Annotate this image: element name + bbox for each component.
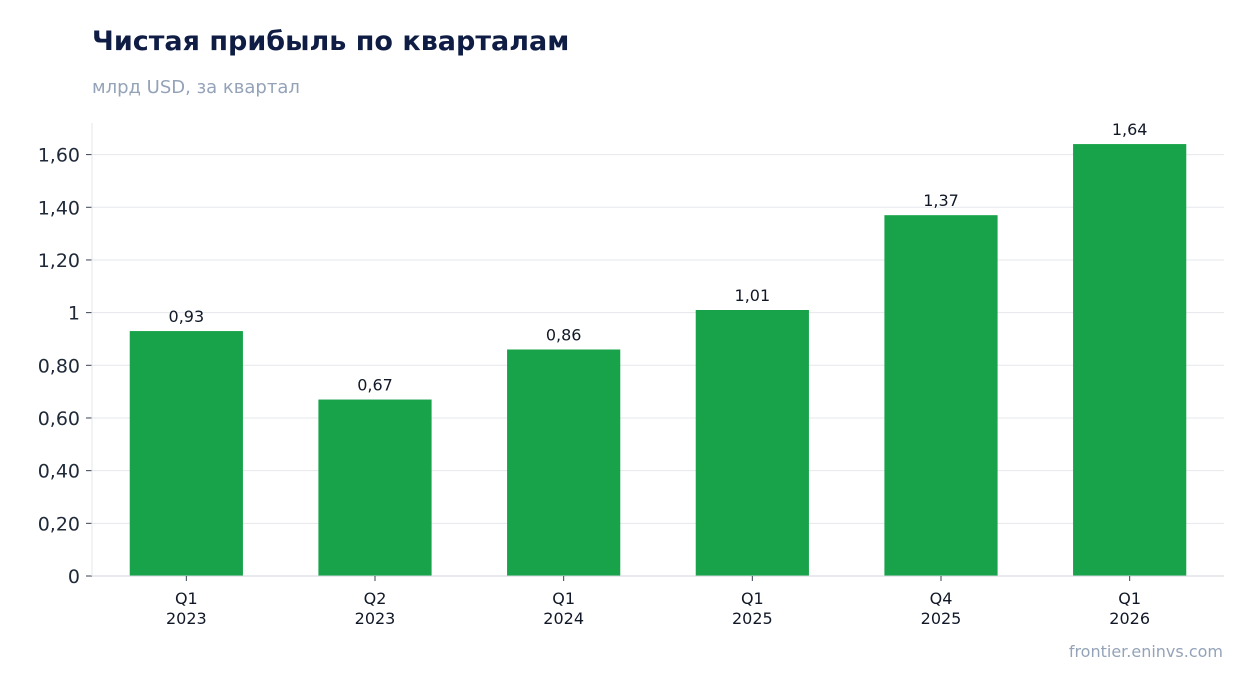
bar: [318, 399, 432, 576]
data-label: 0,93: [169, 307, 205, 326]
bar: [884, 215, 998, 576]
grid-lines: [92, 154, 1224, 524]
x-tick-label-line: 2025: [921, 609, 962, 628]
y-tick-label: 0,60: [38, 408, 80, 430]
chart-title: Чистая прибыль по кварталам: [92, 26, 570, 57]
y-tick-label: 1,60: [38, 145, 80, 167]
bar: [1073, 144, 1187, 576]
x-tick-label-line: Q1: [741, 589, 764, 608]
x-tick-label-line: Q4: [930, 589, 953, 608]
data-label: 0,86: [546, 326, 582, 345]
x-tick-label-line: Q2: [364, 589, 387, 608]
x-tick-label: Q1 2024: [543, 589, 584, 628]
x-tick-label-line: 2026: [1109, 609, 1150, 628]
y-tick-label: 0,40: [38, 461, 80, 483]
x-tick-label-line: 2024: [543, 609, 584, 628]
x-tick-label-line: Q1: [1118, 589, 1141, 608]
y-tick-label: 1: [68, 303, 80, 325]
x-tick-label: Q4 2025: [921, 589, 962, 628]
data-label: 1,37: [923, 191, 959, 210]
x-tick-label: Q2 2023: [355, 589, 396, 628]
y-tick-label: 0,20: [38, 513, 80, 535]
x-tick-label-line: Q1: [175, 589, 198, 608]
x-tick-label: Q1 2025: [732, 589, 773, 628]
bar: [507, 349, 621, 576]
chart-subtitle: млрд USD, за квартал: [92, 77, 300, 98]
x-tick-label: Q1 2026: [1109, 589, 1150, 628]
bar: [695, 309, 809, 576]
y-tick-label: 1,20: [38, 250, 80, 272]
source-link[interactable]: frontier.eninvs.com: [1068, 642, 1223, 661]
data-label: 1,01: [735, 286, 771, 305]
y-tick-label: 0,80: [38, 355, 80, 377]
bars: 0,93 0,67 0,86 1,01 1,37 1,64: [129, 120, 1187, 576]
x-tick-label-line: 2023: [355, 609, 396, 628]
x-tick-label: Q1 2023: [166, 589, 207, 628]
data-label: 0,67: [357, 376, 393, 395]
y-tick-label: 0: [68, 566, 80, 588]
bar: [129, 331, 243, 576]
x-tick-label-line: 2025: [732, 609, 773, 628]
x-tick-label-line: Q1: [552, 589, 575, 608]
data-label: 1,64: [1112, 120, 1148, 139]
y-tick-label: 1,40: [38, 197, 80, 219]
x-tick-label-line: 2023: [166, 609, 207, 628]
